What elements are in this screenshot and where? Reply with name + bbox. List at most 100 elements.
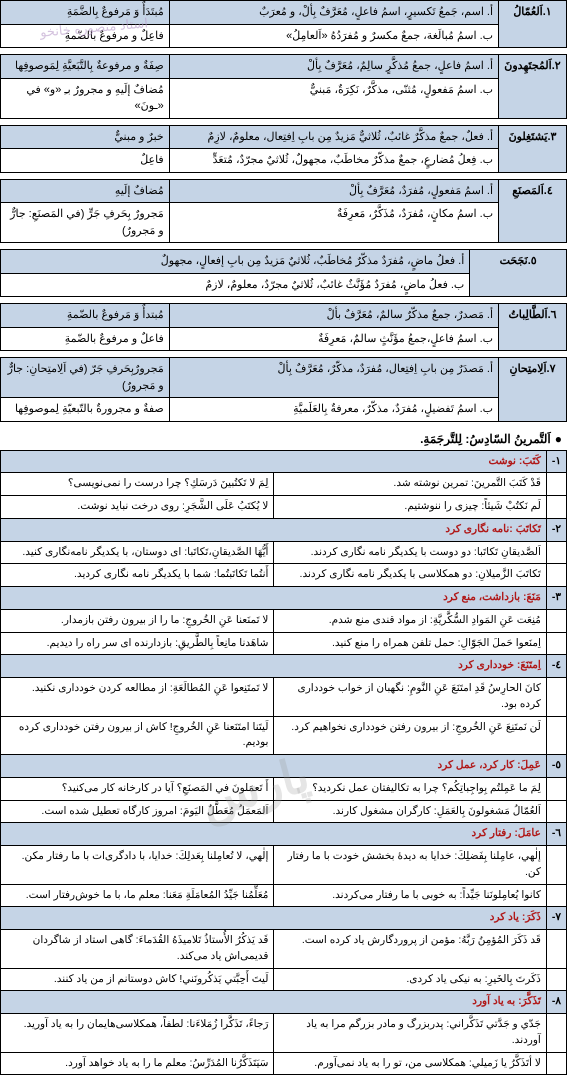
trans-cell: اِمنَعوا حَملَ الجَوّالِ: حمل تلفن همراه… xyxy=(274,632,546,655)
grammar-num: ٦.اَلطَّالِباتُ xyxy=(499,304,567,351)
trans-cell: لَم نَکتُبْ شَيئاً: چیزی را ننوشتیم. xyxy=(274,496,546,519)
trans-cell: مُعَلِّمُنا جَيِّدُ المُعامَلَةِ مَعَنا:… xyxy=(1,884,274,907)
grammar-row: ٧.اَلِامتِحانِأ. مَصدَرٌ مِن بابِ اِفتِع… xyxy=(0,357,567,422)
trans-data-row: کانوا يُعامِلونَنا جَيِّداً: به خوبی با … xyxy=(1,884,567,907)
trans-cell: لا يُکتَبُ عَلَی الشَّجَرِ: روی درخت نبا… xyxy=(1,496,274,519)
grammar-b-main: ب. اسمُ مُبالَغة، جمعٌ مكسرٌ و مُفرَدُهُ… xyxy=(169,24,498,48)
grammar-a-side: مُبتَدَأٌ وَ مَرفوعٌ بِالضَّمَةِ xyxy=(1,1,170,25)
grammar-row: ٢.اَلمُجتَهِدونَأ. اسمُ فاعلٍ، جمعُ مُذك… xyxy=(0,54,567,119)
trans-data-row: تَکاتَبَ الزَّميلانِ: دو همکلاسی با یکدی… xyxy=(1,564,567,587)
trans-cell: کانَ الحارِسُ قَدِ امتَنَعَ عَنِ النَّوم… xyxy=(274,678,546,717)
grammar-a-side: مُبتدأٌ وَ مَرفوعٌ بالضّمةِ xyxy=(1,304,170,328)
trans-cell: لَيتَنا امتَنَعنا عَنِ الخُروجِ! کاش از … xyxy=(1,716,274,755)
trans-header: کَتَبَ: نوشت xyxy=(1,450,547,473)
grammar-a-main: أ. مَصدرٌ، جمعٌ مذكّرٌ سالمٌ، مُعَرَّفٌ … xyxy=(169,304,498,328)
grammar-a-main: أ. اسم، جَمعُ تَكسيرٍ، اسمُ فاعلٍ، مُعَر… xyxy=(169,1,498,25)
grammar-b-side: مُضافٌ إلَيهِ و مجرورٌ بـِ «و» في «ـونَ» xyxy=(1,78,170,118)
trans-header-row: ٤-اِمتَنَعَ: خودداری کرد xyxy=(1,655,567,678)
grammar-a-main: أ. مَصدَرٌ مِن بابِ اِفتِعال، مُفرَدٌ، م… xyxy=(169,358,498,398)
trans-data-row: قَدْ کَتَبَ التَّمرينَ: تمرین نوشته شد.ل… xyxy=(1,473,567,496)
trans-data-row: لا أتَذَکَّرُ یا زَميلي: همکلاسی من، تو … xyxy=(1,1052,567,1075)
trans-cell: لِمَ ما عَمِلتُم بِواجِباتِکُم؟ چرا به ت… xyxy=(274,777,546,800)
trans-cell: قَد ذَکَرَ المُؤمِنُ رَبَّهُ: مؤمن از پر… xyxy=(274,930,546,969)
trans-cell: اَلصَّديقانِ تَکاتَبا: دو دوست با یکدیگر… xyxy=(274,541,546,564)
trans-header: اِمتَنَعَ: خودداری کرد xyxy=(1,655,547,678)
trans-cell: لا أتَذَکَّرُ یا زَميلي: همکلاسی من، تو … xyxy=(274,1052,546,1075)
trans-cell: أَ تَعمَلونَ في المَصنَعِ؟ آیا در کارخان… xyxy=(1,777,274,800)
grammar-b-main: ب. اسمُ مَفعولٍ، مُثنّی، مذکَّرٌ، نَکِرَ… xyxy=(169,78,498,118)
grammar-b-main: ب. فعلُ ماضٍ، مُفرَدٌ مُؤَنَّثٌ غائبٌ، ث… xyxy=(1,273,470,297)
grammar-num: ٧.اَلِامتِحانِ xyxy=(499,358,567,422)
grammar-tables: ١.اَلعُمّالُأ. اسم، جَمعُ تَكسيرٍ، اسمُ … xyxy=(0,0,567,422)
trans-data-row: اَلعُمّالُ مَشغولونَ بِالعَمَلِ: کارگران… xyxy=(1,800,567,823)
translation-table: ١-کَتَبَ: نوشتقَدْ کَتَبَ التَّمرينَ: تم… xyxy=(0,450,567,1075)
trans-header-row: ٢-تَکاتَبَ :نامه نگاری کرد xyxy=(1,518,567,541)
grammar-a-main: أ. فعلُ ماضٍ، مُفرَدٌ مذکّرٌ مُخاطَبٌ، ث… xyxy=(1,250,470,274)
trans-data-row: اِمنَعوا حَملَ الجَوّالِ: حمل تلفن همراه… xyxy=(1,632,567,655)
trans-data-row: لَم نَکتُبْ شَيئاً: چیزی را ننوشتیم.لا ي… xyxy=(1,496,567,519)
trans-header-row: ٣-مَنَعَ: بازداشت، منع کرد xyxy=(1,587,567,610)
trans-data-row: لِمَ ما عَمِلتُم بِواجِباتِکُم؟ چرا به ت… xyxy=(1,777,567,800)
grammar-num: ١.اَلعُمّالُ xyxy=(499,1,567,48)
trans-header: تَذَکَّرَ: به یاد آورد xyxy=(1,991,547,1014)
trans-header: عامَلَ: رفتار کرد xyxy=(1,823,547,846)
trans-num: ٤- xyxy=(546,655,566,678)
trans-cell: مُنِعَت عَنِ المَوادِ السُّکَّريَّةِ: از… xyxy=(274,609,546,632)
trans-data-row: لَن نَمتَنِعَ عَنِ الخُروجِ: از بیرون رف… xyxy=(1,716,567,755)
grammar-a-main: أ. اسمُ مَفعولٍ، مُفرَدٌ، مُعَرَّفٌ بِأل… xyxy=(169,179,498,203)
grammar-a-main: أ. فعلٌ، جمعٌ مذكَّرٌ غائبٌ، ثُلاثيٌّ مَ… xyxy=(169,125,498,149)
trans-header-row: ١-کَتَبَ: نوشت xyxy=(1,450,567,473)
grammar-a-side: خبرٌ و مبنيٌّ xyxy=(1,125,170,149)
grammar-a-side: مَجرورٌبِحَرفِ جَرّ (في اَلِامتِحانِ: جا… xyxy=(1,358,170,398)
trans-cell: رَجاءً، تَذَکَّرا زُمَلاءَنا: لطفاً، همک… xyxy=(1,1014,274,1053)
grammar-b-main: ب. اسمُ تَفضيلٍ، مُفرَدٌ، مذكّرٌ، معرفةٌ… xyxy=(169,398,498,422)
grammar-num: ٣.يَشتَغِلونَ xyxy=(499,125,567,172)
grammar-b-main: ب. اسمُ فاعلٍ،جمعُ مؤَنَّثٍ سالمٌ، مَعرِ… xyxy=(169,327,498,351)
trans-header: ذَکَرَ: یاد کرد xyxy=(1,907,547,930)
trans-cell: سَيَتَذَکَّرُنا المُدَرِّسُ: معلم ما را … xyxy=(1,1052,274,1075)
trans-header-row: ٦-عامَلَ: رفتار کرد xyxy=(1,823,567,846)
trans-cell: إلٰهي، لا تُعامِلنا بِعَدلِكَ: خدایا، با… xyxy=(1,846,274,885)
trans-header: عَمِلَ: کار کرد، عمل کرد xyxy=(1,755,547,778)
trans-cell: إلٰهي، عامِلنا بِفَضلِكَ: خدایا به دیدۀ … xyxy=(274,846,546,885)
grammar-b-side: فاعِلٌ xyxy=(1,149,170,173)
grammar-a-side: مُضافٌ إلَيهِ xyxy=(1,179,170,203)
trans-cell: قَد يَذکُرُ الأُستاذُ تَلامیذَهُ القُدَم… xyxy=(1,930,274,969)
grammar-a-side: صِفَةٌ و مرفوعةٌ بِالتَّبَعيَّةِ لِمَوصو… xyxy=(1,55,170,79)
grammar-a-main: أ. اسمُ فاعلٍ، جمعُ مُذكَّرٍ سالِمٌ، مُع… xyxy=(169,55,498,79)
trans-header-row: ٧-ذَکَرَ: یاد کرد xyxy=(1,907,567,930)
trans-data-row: مُنِعَت عَنِ المَوادِ السُّکَّريَّةِ: از… xyxy=(1,609,567,632)
trans-cell: لِمَ لا تَکتُبينَ دَرسَكِ؟ چرا درست را ن… xyxy=(1,473,274,496)
grammar-b-main: ب. اسمُ مكانٍ، مُفرَدٌ، مُذَكَّرٌ، مَعرِ… xyxy=(169,203,498,243)
trans-cell: اَلعُمّالُ مَشغولونَ بِالعَمَلِ: کارگران… xyxy=(274,800,546,823)
trans-data-row: إلٰهي، عامِلنا بِفَضلِكَ: خدایا به دیدۀ … xyxy=(1,846,567,885)
trans-cell: لا تَمنَعنا عَنِ الخُروجِ: ما را از بیرو… xyxy=(1,609,274,632)
grammar-num: ٤.اَلمَصنَعِ xyxy=(499,179,567,243)
trans-cell: تَکاتَبَ الزَّميلانِ: دو همکلاسی با یکدی… xyxy=(274,564,546,587)
trans-cell: جَدّي و جَدَّتي تَذَکَّراني: پدربزرگ و م… xyxy=(274,1014,546,1053)
trans-header: مَنَعَ: بازداشت، منع کرد xyxy=(1,587,547,610)
trans-header-row: ٥-عَمِلَ: کار کرد، عمل کرد xyxy=(1,755,567,778)
trans-num: ٨- xyxy=(546,991,566,1014)
trans-data-row: قَد ذَکَرَ المُؤمِنُ رَبَّهُ: مؤمن از پر… xyxy=(1,930,567,969)
trans-num: ٧- xyxy=(546,907,566,930)
section-title: اَلتَّمرينُ السّادِسُ: لِلتَّرجَمَةِ. xyxy=(0,432,562,446)
trans-num: ٣- xyxy=(546,587,566,610)
trans-cell: ذَکَرتَ بِالخَيرِ: به نیکی یاد کردی. xyxy=(274,968,546,991)
grammar-num: ٢.اَلمُجتَهِدونَ xyxy=(499,55,567,119)
grammar-row: ٦.اَلطَّالِباتُأ. مَصدرٌ، جمعٌ مذكّرٌ سا… xyxy=(0,303,567,351)
grammar-b-main: ب. فِعلُ مُضارعٍ، جمعٌ مذكّرٌ مخاطَبٌ، م… xyxy=(169,149,498,173)
trans-cell: لَن نَمتَنِعَ عَنِ الخُروجِ: از بیرون رف… xyxy=(274,716,546,755)
trans-cell: اَلمَعمَلُ مُعَطَّلٌ اليَومَ: امروز کارگ… xyxy=(1,800,274,823)
trans-cell: شاهَدنا مانِعاً بِالطَّريقِ: بازدارنده ا… xyxy=(1,632,274,655)
trans-num: ١- xyxy=(546,450,566,473)
trans-cell: أَنتُما تَکاتَبتُما: شما با یکدیگر نامه … xyxy=(1,564,274,587)
grammar-b-side: فاعلٌ و مرفوعٌ بالضّمةِ xyxy=(1,327,170,351)
trans-num: ٦- xyxy=(546,823,566,846)
trans-cell: لَيتَ أَحِبَّتي يَذکُرونَني! کاش دوستانم… xyxy=(1,968,274,991)
trans-cell: لا تَمتَنِعوا عَنِ المُطالَعَةِ: از مطال… xyxy=(1,678,274,717)
grammar-row: ١.اَلعُمّالُأ. اسم، جَمعُ تَكسيرٍ، اسمُ … xyxy=(0,0,567,48)
trans-header: تَکاتَبَ :نامه نگاری کرد xyxy=(1,518,547,541)
trans-num: ٢- xyxy=(546,518,566,541)
grammar-b-side: فاعِلٌ و مرفوعٌ بالضّمةِ xyxy=(1,24,170,48)
